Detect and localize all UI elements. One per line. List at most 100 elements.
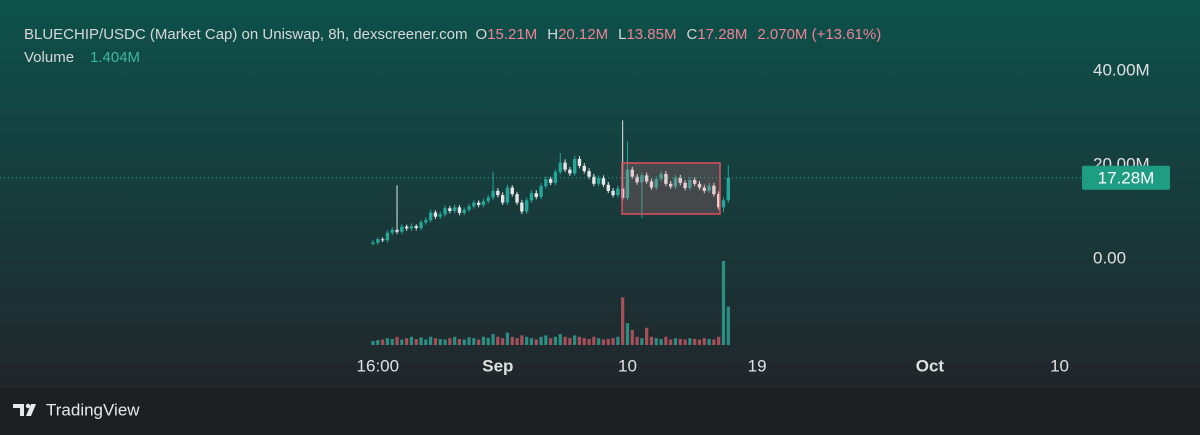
ohlc-value: 13.85M <box>626 26 676 43</box>
volume-bar <box>438 338 442 345</box>
candle-body <box>395 229 399 232</box>
candle-body <box>640 175 644 183</box>
candle-body <box>457 207 462 213</box>
candle-body <box>587 171 591 177</box>
candle-body <box>467 206 471 210</box>
volume-bar <box>462 339 466 345</box>
volume-bar <box>693 338 697 345</box>
candle-body <box>448 208 452 212</box>
candle-body <box>606 184 610 191</box>
candle-body <box>520 202 524 212</box>
candle-body <box>683 182 687 189</box>
ohlc-key: H <box>547 26 558 43</box>
volume-bar <box>400 339 404 345</box>
footer-brand: TradingView <box>46 400 140 419</box>
candle-body <box>582 165 586 172</box>
candle-body <box>486 197 490 202</box>
last-price-box <box>1082 165 1170 190</box>
candle-body <box>716 194 721 208</box>
volume-bar <box>371 340 375 345</box>
volume-bar <box>601 339 606 345</box>
candle-body <box>380 239 385 241</box>
candle-body <box>438 214 442 217</box>
volume-bar <box>577 336 582 345</box>
x-tick-label: 16:00 <box>357 356 400 375</box>
volume-bar <box>673 338 678 345</box>
y-tick-label: 40.00M <box>1093 60 1150 79</box>
candle-body <box>553 172 558 183</box>
candle-body <box>534 193 538 197</box>
candle-body <box>539 186 543 197</box>
logo-part <box>25 403 31 409</box>
candle-body <box>544 179 548 187</box>
candle-body <box>668 183 673 187</box>
candle-body <box>524 200 529 212</box>
candle-body <box>659 173 663 180</box>
volume-bar <box>477 339 481 345</box>
candle-body <box>472 202 476 207</box>
x-tick-label: Oct <box>916 356 945 375</box>
candle-body <box>577 158 582 166</box>
volume-bar <box>712 339 716 345</box>
ohlc-value: 20.12M <box>558 26 608 43</box>
x-tick-label: 10 <box>618 356 637 375</box>
footer-background <box>0 388 1200 435</box>
volume-bar <box>539 336 543 345</box>
candle-body <box>673 177 678 187</box>
ohlc-key: O <box>476 26 488 43</box>
candle-body <box>644 175 649 182</box>
candle-body <box>400 226 404 232</box>
volume-bar <box>654 338 658 345</box>
volume-bar <box>606 338 610 345</box>
volume-bar <box>582 338 586 345</box>
volume-title: Volume <box>24 49 74 66</box>
volume-bar <box>481 336 486 345</box>
x-tick-label: 19 <box>748 356 767 375</box>
candle-body <box>649 181 654 188</box>
volume-bar <box>678 338 682 345</box>
candle-body <box>452 207 457 212</box>
candle-body <box>654 179 658 188</box>
candle-body <box>505 187 510 203</box>
candle-body <box>409 226 414 229</box>
candle-body <box>568 169 572 174</box>
y-tick-label: 0.00 <box>1093 248 1126 267</box>
logo-part <box>26 404 36 416</box>
volume-bar <box>491 334 495 345</box>
last-price-label: 17.28M <box>1098 168 1155 187</box>
candle-body <box>548 179 553 183</box>
volume-bar <box>640 338 644 345</box>
volume-bar <box>409 336 414 345</box>
x-tick-label: Sep <box>482 356 513 375</box>
footer-logo <box>13 403 36 416</box>
candle-body <box>371 242 375 244</box>
change-value: 2.070M (+13.61%) <box>757 26 881 43</box>
volume-bar <box>414 338 418 345</box>
candle-body <box>664 173 668 184</box>
volume-bar <box>630 329 634 345</box>
volume-bar <box>702 338 706 345</box>
candle-body <box>726 177 730 201</box>
candle-body <box>510 187 514 195</box>
volume-bar <box>664 336 668 345</box>
volume-bar <box>467 337 471 345</box>
ohlc-value: 15.21M <box>487 26 537 43</box>
candle-body <box>476 202 481 205</box>
candle-body <box>496 190 500 196</box>
volume-bar <box>496 336 500 345</box>
volume-bar <box>597 338 601 345</box>
candle-body <box>462 209 466 213</box>
volume-bar <box>635 336 639 345</box>
volume-bar <box>405 338 409 345</box>
volume-bar <box>510 336 514 345</box>
candle-body <box>414 226 418 228</box>
candle-body <box>601 178 606 185</box>
volume-bar <box>453 336 457 345</box>
volume-bar <box>515 338 519 345</box>
candle-body <box>697 183 702 188</box>
volume-bar <box>621 297 625 345</box>
volume-bar <box>376 340 380 345</box>
volume-bar <box>697 339 702 345</box>
